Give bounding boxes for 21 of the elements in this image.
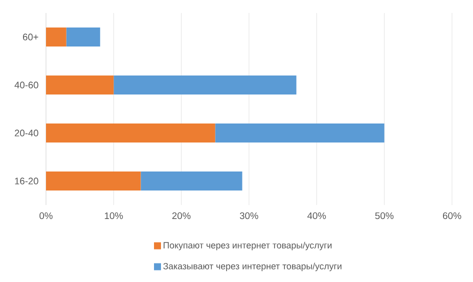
x-tick-label: 30% <box>240 212 258 220</box>
x-tick-label: 20% <box>172 212 190 220</box>
y-tick-label: 40-60 <box>14 82 38 88</box>
legend-label: Заказывают через интернет товары/услуги <box>163 262 342 272</box>
x-tick-label: 40% <box>307 212 326 220</box>
x-tick-label: 50% <box>375 212 394 220</box>
bar <box>46 172 141 191</box>
bar <box>46 124 216 142</box>
y-tick-label: 20-40 <box>14 130 38 136</box>
bar <box>215 124 384 142</box>
x-tick-label: 10% <box>104 212 123 220</box>
legend-label: Покупают через интернет товары/услуги <box>164 242 332 250</box>
y-tick-label: 60+ <box>23 34 38 40</box>
bar <box>66 28 100 46</box>
bar <box>46 28 66 46</box>
x-tick-label: 60% <box>442 212 462 220</box>
y-tick-label: 16-20 <box>15 178 38 184</box>
bar <box>46 76 114 94</box>
x-tick-label: 0% <box>40 212 53 220</box>
bar <box>114 76 296 94</box>
bar <box>140 172 242 191</box>
